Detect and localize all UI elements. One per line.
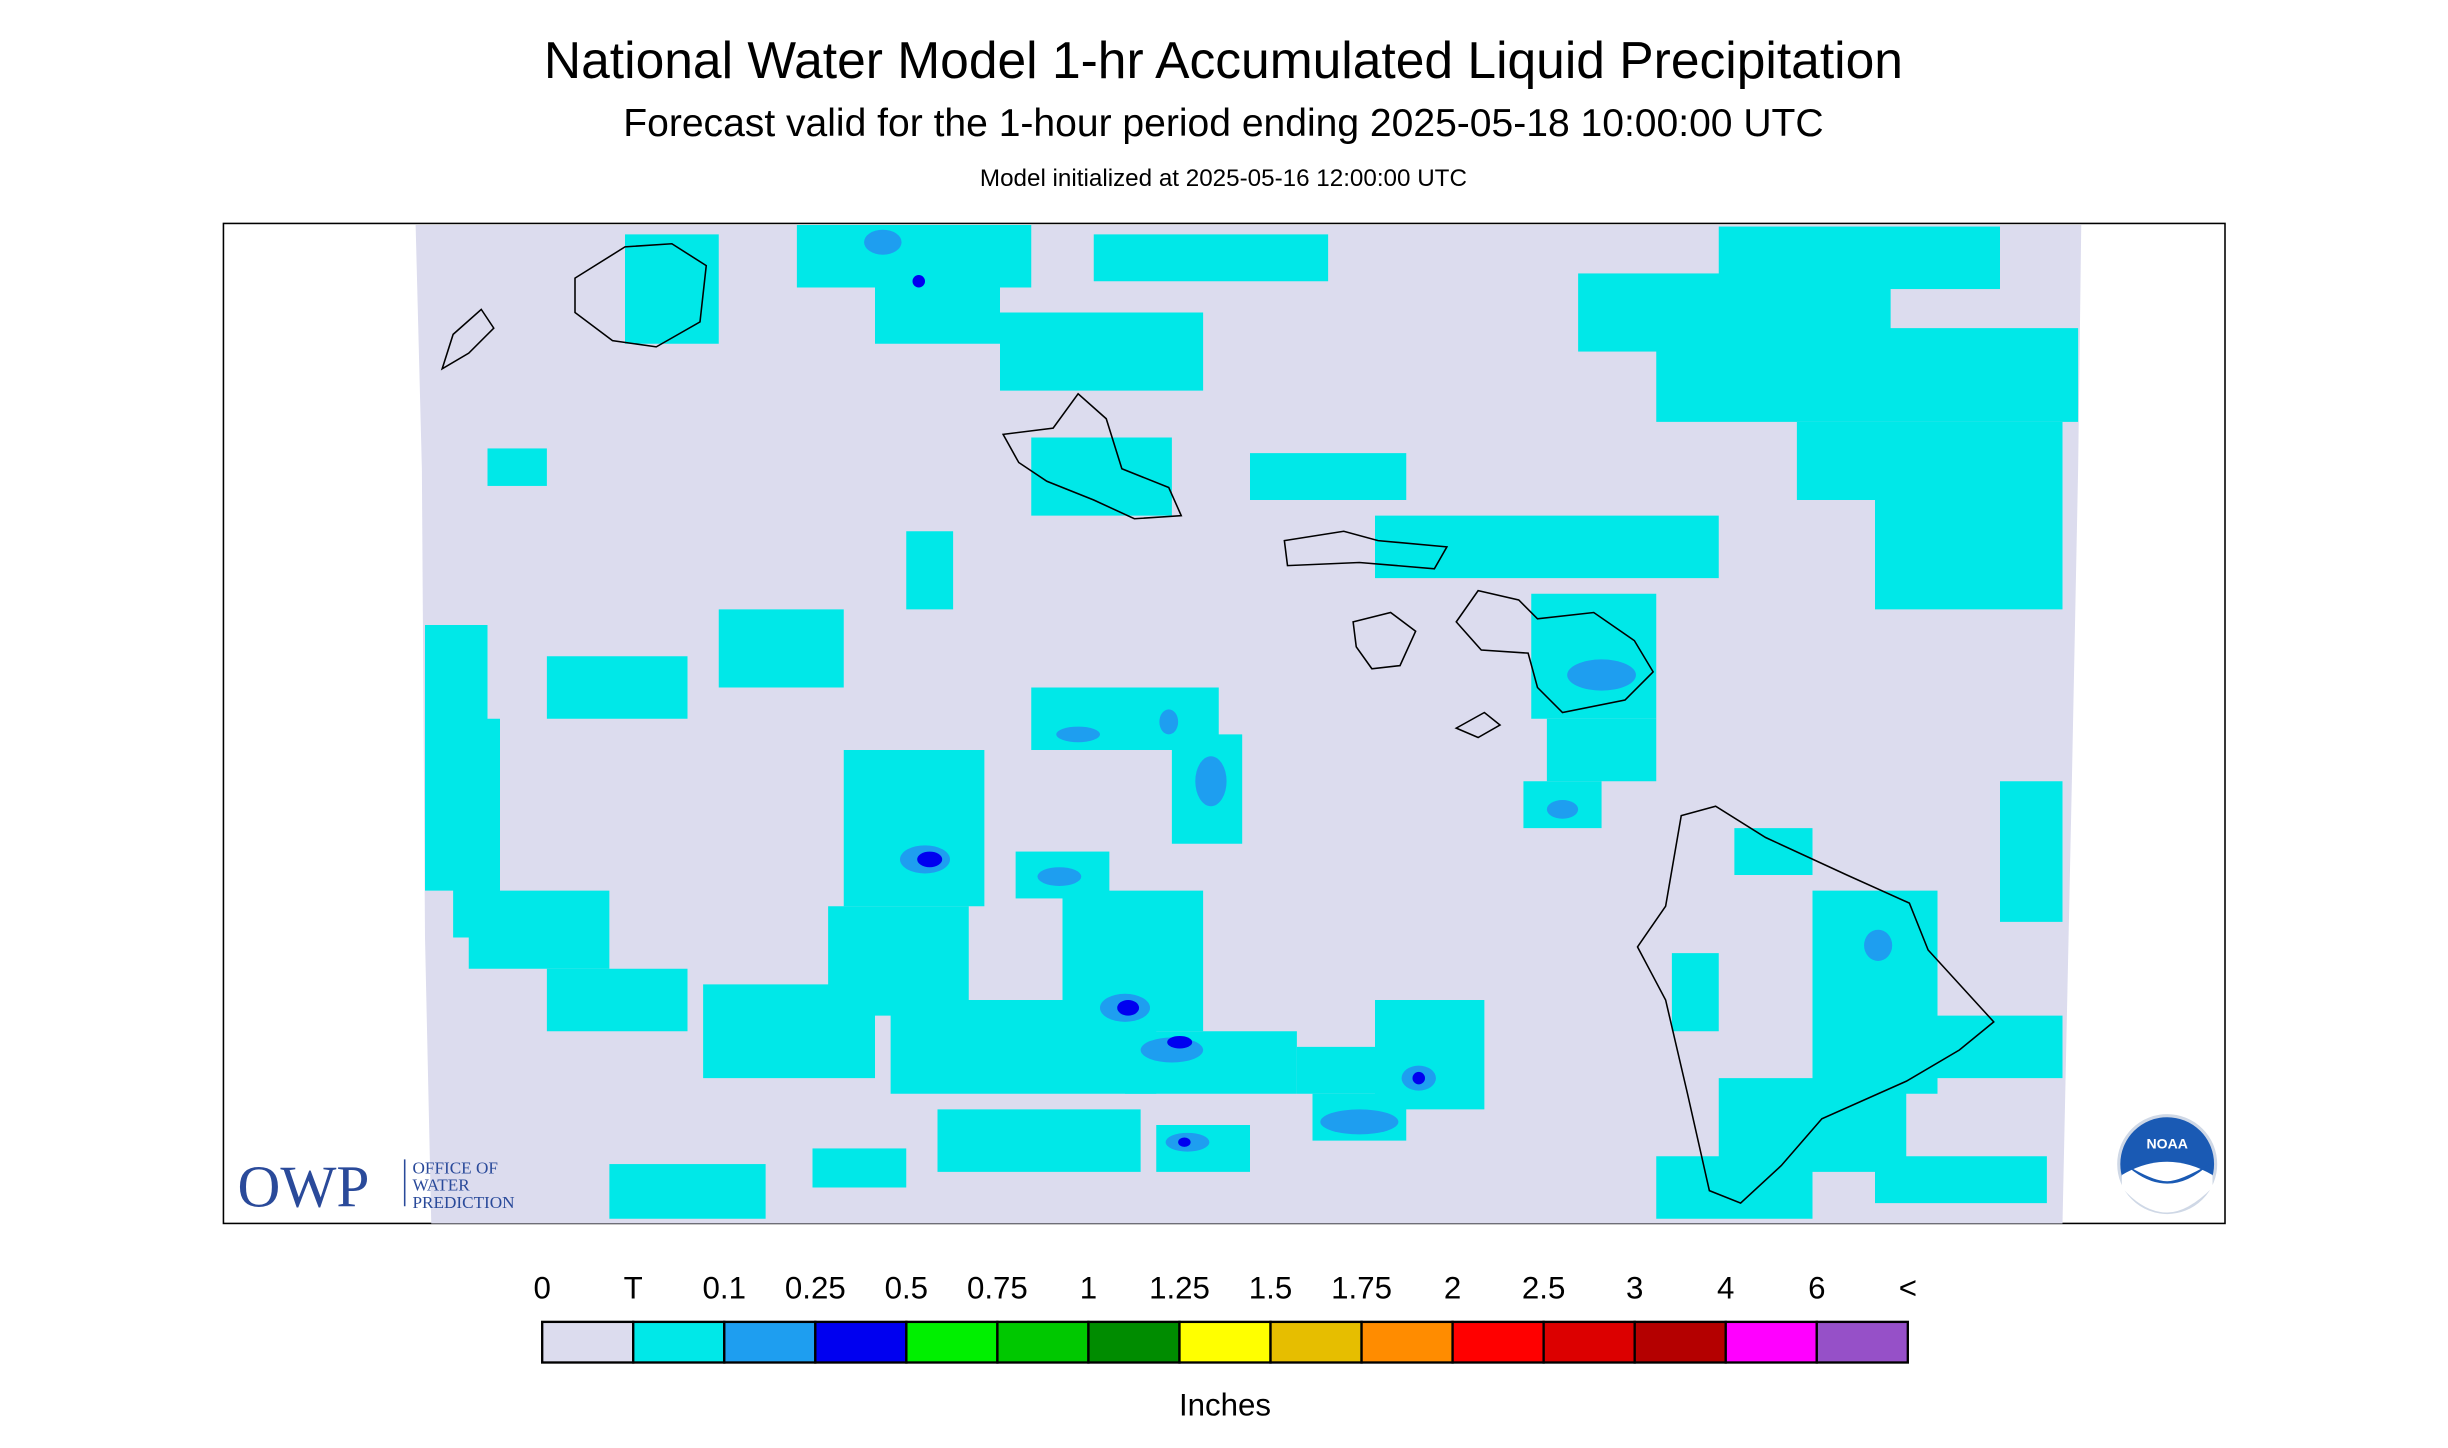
legend-swatch [1815,1320,1909,1364]
legend-label: 3 [1626,1270,1643,1305]
legend-swatch [1633,1320,1727,1364]
legend-swatch [1269,1320,1363,1364]
legend-swatch [1087,1320,1181,1364]
legend-swatch [632,1320,726,1364]
legend-label: 0.25 [785,1270,846,1305]
owp-line: OFFICE OF [413,1158,498,1177]
legend-label: 2.5 [1522,1270,1565,1305]
legend-swatch [1360,1320,1454,1364]
legend-label: 0.75 [967,1270,1028,1305]
precip-trace [425,225,2079,1219]
legend-label: 1.75 [1331,1270,1392,1305]
legend-label: 0 [533,1270,550,1305]
legend-label: 0.1 [703,1270,746,1305]
lanai [1352,611,1417,670]
legend-swatch [996,1320,1090,1364]
legend-swatch [1542,1320,1636,1364]
init-time: Model initialized at 2025-05-16 12:00:00… [980,165,1467,192]
legend-swatch [1451,1320,1545,1364]
kahoolawe [1454,711,1502,739]
legend-swatch [541,1320,635,1364]
noaa-text: NOAA [2147,1135,2188,1151]
legend-label: T [624,1270,643,1305]
legend-swatch [1178,1320,1272,1364]
map: OWP OFFICE OF WATER PREDICTION NOAA [222,222,2226,1225]
coastlines [440,242,1995,1205]
molokai [1283,530,1449,570]
legend-label: 1.25 [1149,1270,1210,1305]
oahu [1001,392,1183,520]
owp-line: WATER [413,1176,471,1195]
legend-swatch [905,1320,999,1364]
subtitle: Forecast valid for the 1-hour period end… [623,102,1823,145]
maui [1455,589,1655,714]
legend-label: 2 [1444,1270,1461,1305]
legend-swatch [723,1320,817,1364]
noaa-gull [2125,1164,2210,1184]
legend-label: 1.5 [1249,1270,1292,1305]
legend-unit: Inches [1179,1388,1271,1423]
hawaii [1636,805,1995,1205]
noaa-logo: NOAA [2117,1114,2218,1215]
legend-label: < [1899,1270,1917,1305]
precip-light [864,229,1893,1152]
legend: 0 T 0.1 0.25 0.5 0.75 1 1.25 1.5 1.75 2 2.5 3 4 6 < [533,1270,1917,1364]
legend-label: 0.5 [885,1270,928,1305]
legend-swatch [814,1320,908,1364]
precip-moderate [912,275,1425,1147]
title: National Water Model 1-hr Accumulated Li… [544,31,1903,89]
legend-label: 6 [1808,1270,1825,1305]
kauai [574,242,708,348]
owp-line: PREDICTION [413,1193,515,1212]
owp-text: OWP [238,1153,370,1219]
niihau [440,308,495,371]
legend-label: 1 [1080,1270,1097,1305]
legend-label: 4 [1717,1270,1734,1305]
owp-logo: OWP OFFICE OF WATER PREDICTION [238,1153,515,1219]
legend-swatch [1724,1320,1818,1364]
